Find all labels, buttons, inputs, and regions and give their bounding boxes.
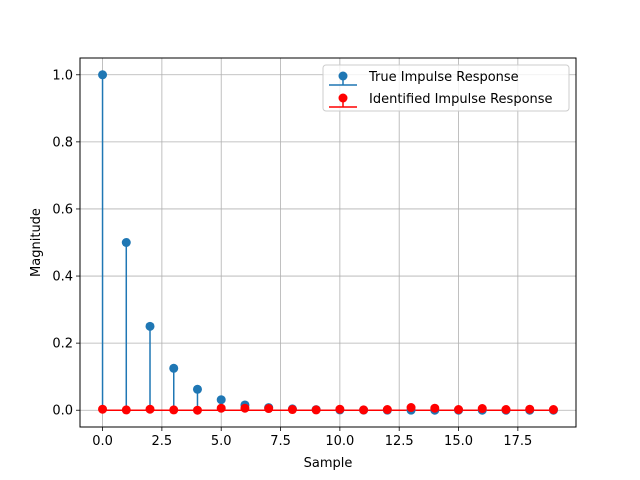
stem-marker — [430, 403, 440, 413]
stem-marker — [454, 405, 464, 415]
x-tick-label: 12.5 — [385, 434, 414, 449]
stem-marker — [98, 70, 108, 80]
stem-marker — [240, 403, 250, 413]
stem-marker — [216, 395, 226, 405]
stem-marker — [121, 238, 131, 247]
stem-marker — [264, 404, 274, 414]
legend-label: Identified Impulse Response — [369, 92, 553, 107]
x-tick-label: 15.0 — [444, 434, 473, 449]
legend-box — [322, 64, 570, 112]
stem-marker — [406, 403, 416, 413]
stems — [101, 74, 555, 411]
y-axis-label: Magnitude — [29, 208, 44, 277]
x-tick-label: 2.5 — [152, 434, 173, 449]
x-axis-label: Sample — [304, 456, 353, 471]
legend-marker — [338, 93, 348, 103]
legend-entry: True Impulse Response — [329, 70, 519, 86]
legend: True Impulse Response Identified Impulse … — [322, 64, 570, 112]
stem-marker — [169, 363, 179, 373]
stem-marker — [335, 404, 345, 414]
markers — [98, 70, 558, 415]
stem-marker — [216, 403, 226, 413]
stem-marker — [169, 405, 179, 415]
stem-marker — [121, 405, 131, 415]
stem-marker — [145, 404, 155, 414]
y-tick-label: 1.0 — [52, 68, 73, 83]
y-tick-label: 0.2 — [52, 337, 73, 352]
stem-marker — [287, 405, 297, 415]
ticks: 0.0 2.5 5.0 7.5 10.0 12.5 15.0 17.5 0.0 0.2 0.4 0.6… — [52, 68, 532, 449]
stem-marker — [477, 404, 487, 414]
stem-marker — [311, 405, 321, 415]
stem-marker — [192, 405, 202, 415]
grid — [80, 58, 576, 427]
legend-marker — [338, 71, 348, 81]
x-tick-label: 5.0 — [211, 434, 232, 449]
plot-frame — [79, 57, 577, 428]
y-tick-label: 0.0 — [52, 404, 73, 419]
stem-marker — [359, 405, 369, 415]
legend-entry: Identified Impulse Response — [329, 92, 553, 108]
x-tick-label: 17.5 — [503, 434, 532, 449]
y-tick-label: 0.4 — [52, 270, 73, 285]
stem-marker — [98, 404, 108, 414]
x-tick-label: 0.0 — [92, 434, 113, 449]
x-tick-label: 10.0 — [325, 434, 354, 449]
stem-marker — [192, 384, 202, 394]
stem-marker — [501, 405, 511, 415]
stem-marker — [145, 321, 155, 331]
y-tick-label: 0.8 — [52, 135, 73, 150]
stem-marker — [382, 405, 392, 415]
stem-marker — [548, 405, 558, 415]
legend-label: True Impulse Response — [368, 70, 519, 85]
stem-marker — [525, 404, 535, 414]
y-tick-label: 0.6 — [52, 202, 73, 217]
x-tick-label: 7.5 — [270, 434, 291, 449]
